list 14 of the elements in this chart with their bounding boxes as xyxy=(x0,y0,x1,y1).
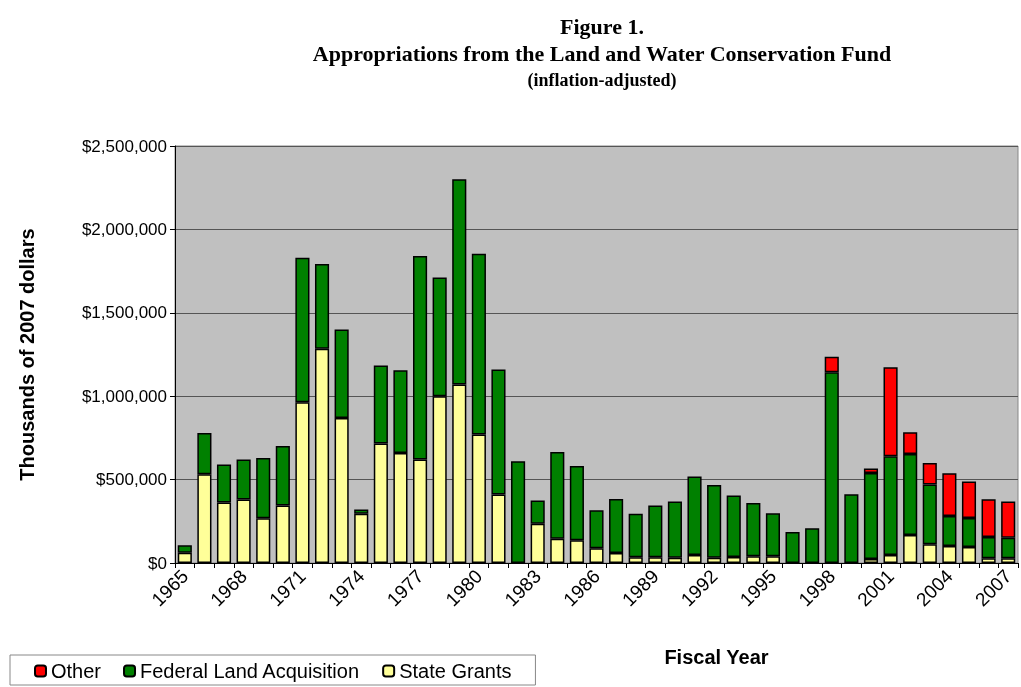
y-tick-label: $2,000,000 xyxy=(81,219,167,239)
chart-subtitle: (inflation-adjusted) xyxy=(527,70,677,91)
y-tick-label: $1,500,000 xyxy=(81,303,167,323)
y-axis-title: Thousands of 2007 dollars xyxy=(16,228,38,481)
legend-label: Federal Land Acquisition xyxy=(140,660,360,682)
x-axis-title: Fiscal Year xyxy=(664,646,769,668)
legend-label: State Grants xyxy=(399,660,512,682)
y-tick-label: $0 xyxy=(148,553,167,573)
y-tick-label: $500,000 xyxy=(96,470,167,490)
bar xyxy=(863,472,879,559)
y-tick-label: $2,500,000 xyxy=(81,136,167,156)
y-tick-label: $1,000,000 xyxy=(81,386,167,406)
chart-title: Figure 1. Appropriations from the Land and Water Conservation Fund xyxy=(312,14,892,66)
legend-label: Other xyxy=(51,660,102,682)
